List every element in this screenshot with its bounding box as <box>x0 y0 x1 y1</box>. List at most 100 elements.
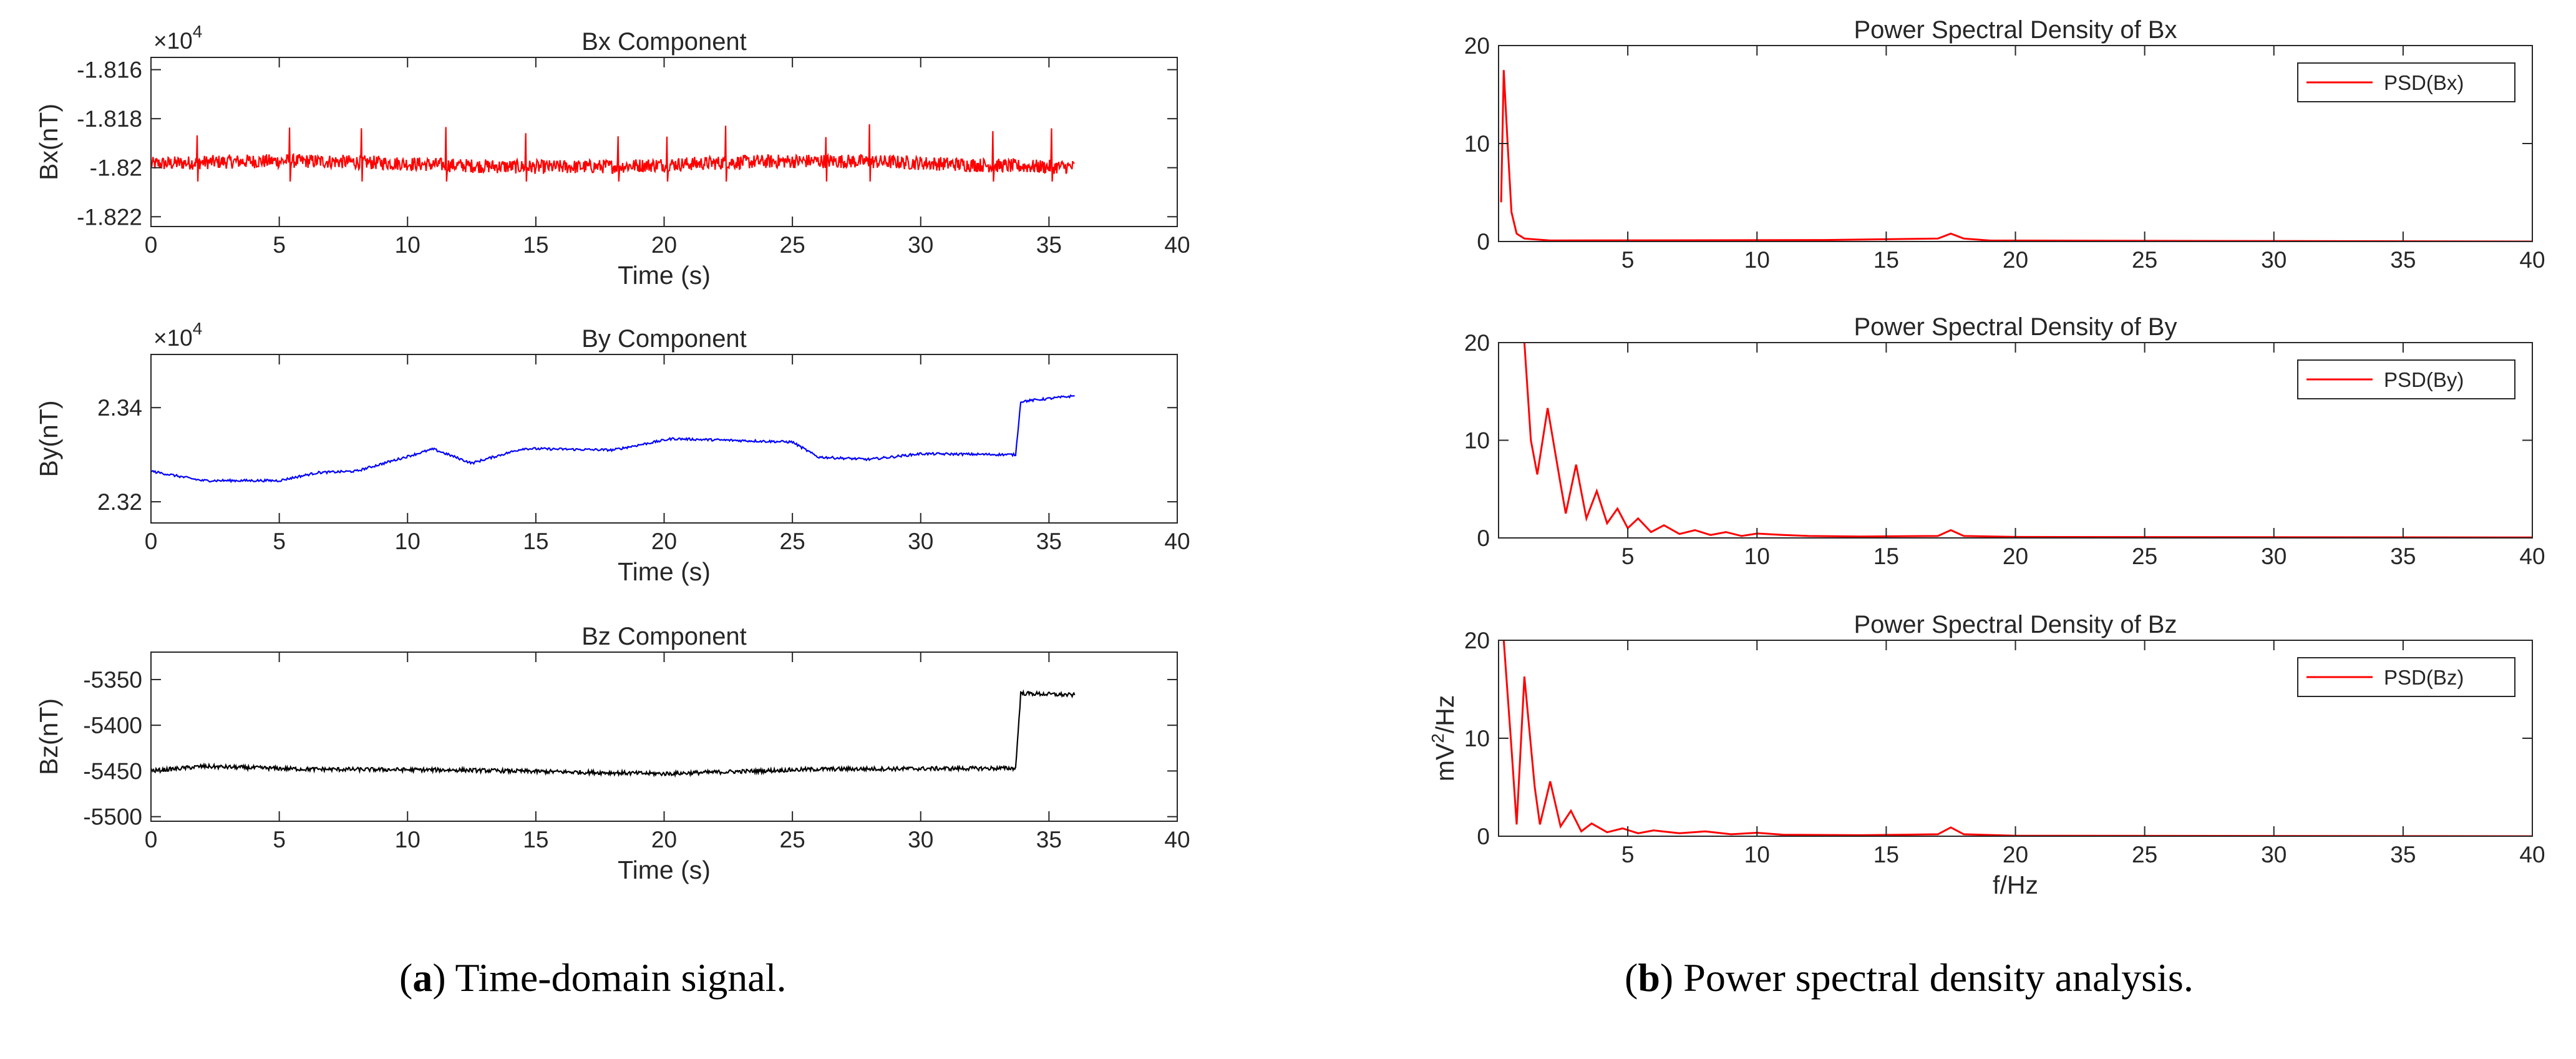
x-tick-label: 30 <box>908 827 933 852</box>
x-tick-label: 10 <box>1744 544 1770 569</box>
x-axis-label-by: Time (s) <box>618 557 711 586</box>
x-tick-label: 35 <box>2390 544 2416 569</box>
x-tick-label: 40 <box>1164 529 1190 554</box>
x-tick-label: 40 <box>2519 247 2545 273</box>
x-tick-label: 15 <box>1874 247 1899 273</box>
chart-title-bx: Bx Component <box>581 28 747 56</box>
y-tick-label: -1.818 <box>77 106 142 132</box>
series-line-bx <box>151 124 1075 182</box>
x-tick-label: 20 <box>651 232 677 258</box>
x-tick-label: 0 <box>145 529 158 554</box>
y-tick-label: 10 <box>1464 726 1490 751</box>
exponent-label-bx: ×104 <box>153 22 202 54</box>
legend-label: PSD(By) <box>2384 368 2464 391</box>
legend-psdx: PSD(Bx) <box>2297 62 2515 102</box>
x-tick-label: 30 <box>2261 842 2287 867</box>
axes-box-by <box>150 354 1178 524</box>
chart-title-by: By Component <box>581 325 747 353</box>
x-tick-label: 25 <box>780 232 805 258</box>
caption-b-text: Power spectral density analysis. <box>1683 955 2194 1000</box>
x-tick-label: 25 <box>2132 247 2157 273</box>
x-tick-label: 35 <box>1036 529 1062 554</box>
y-tick-label: -5350 <box>83 667 142 693</box>
y-tick-label: -5400 <box>83 713 142 738</box>
x-tick-label: 15 <box>523 529 548 554</box>
x-tick-label: 10 <box>1744 842 1770 867</box>
x-tick-label: 35 <box>1036 232 1062 258</box>
legend-label: PSD(Bx) <box>2384 71 2464 94</box>
y-tick-label: 20 <box>1464 33 1490 59</box>
chart-psdz: 5 10 15 20 25 30 35 40 0 10 20 Power Spectral Densi… <box>1428 611 2545 899</box>
chart-title-psdy: Power Spectral Density of By <box>1854 313 2177 341</box>
x-tick-label: 10 <box>395 827 420 852</box>
x-tick-label: 20 <box>651 827 677 852</box>
chart-title-psdx: Power Spectral Density of Bx <box>1854 16 2177 44</box>
y-tick-label: -5500 <box>83 804 142 830</box>
x-tick-label: 20 <box>2003 842 2028 867</box>
y-tick-label: -1.816 <box>77 57 142 83</box>
chart-title-bz: Bz Component <box>581 623 747 650</box>
x-tick-label: 0 <box>145 827 158 852</box>
y-tick-label: 2.34 <box>97 395 142 421</box>
x-tick-label: 10 <box>1744 247 1770 273</box>
series-line-psdz <box>1502 640 2532 836</box>
x-tick-label: 35 <box>2390 842 2416 867</box>
x-axis-label-bx: Time (s) <box>618 261 711 290</box>
chart-bz: 0 5 10 15 20 25 30 35 40 -5500 -5450 -5400 -5350 Bz C… <box>34 623 1190 884</box>
x-tick-label: 20 <box>651 529 677 554</box>
legend-psdz: PSD(Bz) <box>2297 657 2515 697</box>
x-tick-label: 5 <box>273 232 286 258</box>
x-tick-label: 30 <box>2261 544 2287 569</box>
caption-a-text: Time-domain signal. <box>455 955 787 1000</box>
x-tick-label: 5 <box>1621 544 1635 569</box>
chart-bx: 0 5 10 15 20 25 30 35 40 -1.822 -1.82 -1.818 -1.816 B… <box>34 22 1190 290</box>
x-tick-label: 30 <box>2261 247 2287 273</box>
x-tick-label: 10 <box>395 529 420 554</box>
x-tick-label: 10 <box>395 232 420 258</box>
y-tick-label: 0 <box>1477 525 1490 551</box>
chart-title-psdz: Power Spectral Density of Bz <box>1854 611 2177 638</box>
y-tick-label: 0 <box>1477 824 1490 849</box>
x-tick-label: 30 <box>908 232 933 258</box>
exponent-label-by: ×104 <box>153 319 202 351</box>
series-line-bz <box>151 689 1076 778</box>
caption-a-letter: a <box>412 955 433 1000</box>
y-tick-label: -1.822 <box>77 204 142 230</box>
chart-by: 0 5 10 15 20 25 30 35 40 2.32 2.34 By Component Time… <box>34 319 1190 586</box>
legend-psdy: PSD(By) <box>2297 359 2515 399</box>
y-tick-label: 20 <box>1464 330 1490 356</box>
x-tick-label: 15 <box>523 232 548 258</box>
x-tick-label: 25 <box>2132 544 2157 569</box>
y-tick-label: 10 <box>1464 131 1490 157</box>
x-tick-label: 25 <box>2132 842 2157 867</box>
x-tick-label: 40 <box>2519 842 2545 867</box>
x-tick-label: 20 <box>2003 544 2028 569</box>
caption-a: (a) Time-domain signal. <box>399 955 787 1000</box>
x-tick-label: 0 <box>145 232 158 258</box>
x-tick-label: 15 <box>523 827 548 852</box>
series-line-by <box>151 394 1075 484</box>
x-axis-label-psdz: f/Hz <box>1993 871 2038 899</box>
legend-label: PSD(Bz) <box>2384 666 2464 689</box>
x-tick-label: 40 <box>1164 827 1190 852</box>
x-tick-label: 5 <box>1621 247 1635 273</box>
x-tick-label: 5 <box>1621 842 1635 867</box>
x-tick-label: 5 <box>273 827 286 852</box>
x-tick-label: 40 <box>1164 232 1190 258</box>
x-tick-label: 20 <box>2003 247 2028 273</box>
axes-box-bx <box>150 57 1178 227</box>
y-tick-label: 10 <box>1464 428 1490 454</box>
x-tick-label: 25 <box>780 827 805 852</box>
caption-b: (b) Power spectral density analysis. <box>1625 955 2194 1000</box>
x-tick-label: 40 <box>2519 544 2545 569</box>
y-axis-label-bz: Bz(nT) <box>34 698 63 775</box>
y-axis-label-by: By(nT) <box>34 401 63 477</box>
x-tick-label: 15 <box>1874 842 1899 867</box>
y-axis-label-psdz: mV2/Hz <box>1428 695 1459 782</box>
x-tick-label: 5 <box>273 529 286 554</box>
caption-b-letter: b <box>1638 955 1660 1000</box>
chart-psdx: 5 10 15 20 25 30 35 40 0 10 20 Power Spectral Densi… <box>1464 16 2545 273</box>
y-axis-label-bx: Bx(nT) <box>34 104 63 180</box>
y-tick-label: 0 <box>1477 229 1490 255</box>
